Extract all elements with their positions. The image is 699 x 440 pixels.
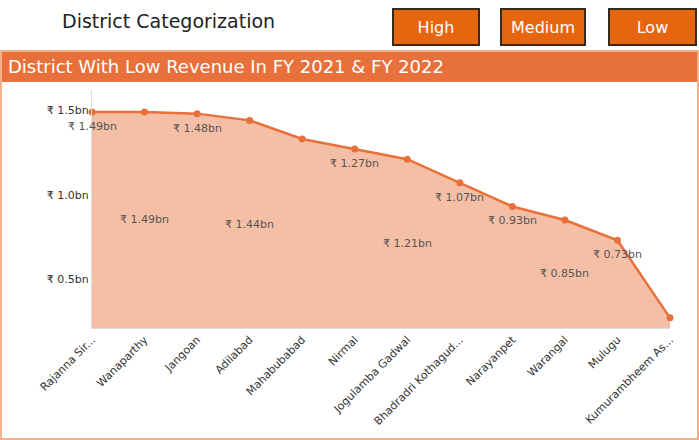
svg-text:₹ 1.27bn: ₹ 1.27bn: [330, 157, 379, 170]
svg-text:Bhadradri Kothagud...: Bhadradri Kothagud...: [371, 334, 465, 428]
svg-text:₹ 1.49bn: ₹ 1.49bn: [68, 120, 117, 133]
html-text:Low: Low: [636, 17, 669, 37]
svg-text:Rajanna Sir...: Rajanna Sir...: [38, 334, 98, 394]
svg-text:₹ 0.5bn: ₹ 0.5bn: [47, 273, 89, 286]
svg-text:Wanaparthy: Wanaparthy: [94, 333, 151, 390]
html-text:District With Low Revenue In F: District With Low Revenue In FY 2021 & F…: [8, 56, 444, 77]
svg-text:Kumurambheem As...: Kumurambheem As...: [583, 334, 676, 427]
html-text:High: High: [417, 17, 455, 37]
svg-text:₹ 1.44bn: ₹ 1.44bn: [225, 218, 274, 231]
svg-text:₹ 1.21bn: ₹ 1.21bn: [383, 237, 432, 250]
svg-text:₹ 1.07bn: ₹ 1.07bn: [435, 191, 484, 204]
svg-text:Mulugu: Mulugu: [586, 334, 624, 372]
svg-text:Adilabad: Adilabad: [213, 334, 256, 377]
svg-text:Mahabubabad: Mahabubabad: [244, 334, 309, 399]
svg-text:₹ 1.0bn: ₹ 1.0bn: [47, 189, 89, 202]
svg-text:₹ 1.5bn: ₹ 1.5bn: [47, 104, 89, 117]
svg-text:₹ 0.73bn: ₹ 0.73bn: [593, 248, 642, 261]
svg-text:₹ 1.48bn: ₹ 1.48bn: [173, 122, 222, 135]
svg-text:₹ 0.85bn: ₹ 0.85bn: [540, 267, 589, 280]
svg-text:Narayanpet: Narayanpet: [464, 333, 519, 388]
svg-text:Jogulamba Gadwal: Jogulamba Gadwal: [331, 334, 414, 417]
html-text:Medium: Medium: [511, 17, 575, 37]
html-text:District Categorization: District Categorization: [62, 10, 276, 32]
svg-text:₹ 1.49bn: ₹ 1.49bn: [120, 213, 169, 226]
svg-text:Nirmal: Nirmal: [326, 334, 361, 369]
svg-text:Warangal: Warangal: [525, 334, 571, 380]
svg-text:Jangoan: Jangoan: [162, 334, 203, 375]
svg-text:₹ 0.93bn: ₹ 0.93bn: [488, 214, 537, 227]
